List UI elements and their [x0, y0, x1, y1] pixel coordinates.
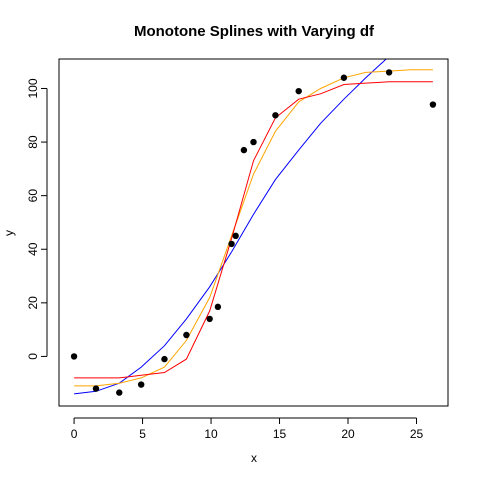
plot-frame	[58, 58, 449, 407]
data-point	[137, 381, 145, 388]
axes: 0 5 10 15 20 25 0 20 40 60 80 100	[26, 78, 423, 441]
data-point	[116, 389, 123, 396]
series-line-1	[74, 59, 387, 395]
data-point	[272, 112, 279, 119]
y-tick-label: 100	[26, 78, 40, 98]
y-tick-label: 80	[26, 135, 40, 149]
data-point	[206, 315, 213, 323]
series-line-3	[74, 81, 433, 379]
y-tick-label: 40	[26, 242, 40, 256]
x-tick-label: 5	[139, 427, 146, 441]
data-point	[214, 303, 222, 311]
data-point	[183, 331, 190, 339]
data-point	[161, 355, 168, 363]
data-point	[92, 385, 100, 392]
x-axis-label: x	[251, 451, 257, 465]
data-point	[228, 240, 235, 248]
y-tick-label: 0	[26, 353, 40, 360]
data-point	[429, 101, 437, 108]
chart-title: Monotone Splines with Varying df	[134, 23, 375, 40]
data-point	[232, 232, 239, 240]
x-tick-label: 10	[204, 427, 218, 441]
data-point	[240, 146, 248, 154]
data-point	[70, 353, 78, 360]
data-point	[250, 138, 257, 146]
data-point	[295, 87, 302, 95]
data-point	[340, 74, 348, 81]
y-tick-label: 60	[26, 189, 40, 203]
x-tick-label: 0	[71, 427, 78, 441]
series-layer	[74, 59, 433, 395]
x-tick-label: 15	[273, 427, 287, 441]
x-tick-label: 20	[341, 427, 355, 441]
series-line-2	[74, 69, 433, 387]
points-layer	[70, 69, 437, 396]
data-point	[385, 69, 393, 76]
x-tick-label: 25	[410, 427, 424, 441]
y-tick-label: 20	[26, 296, 40, 310]
y-axis-label: y	[2, 230, 16, 236]
